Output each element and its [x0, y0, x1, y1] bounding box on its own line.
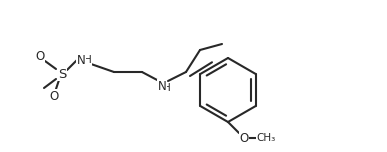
Text: S: S [58, 67, 66, 81]
Text: O: O [50, 90, 58, 102]
Text: CH₃: CH₃ [256, 133, 276, 143]
Text: H: H [84, 55, 92, 65]
Text: H: H [163, 83, 171, 93]
Text: N: N [77, 54, 86, 67]
Text: O: O [35, 50, 45, 62]
Text: N: N [158, 79, 166, 93]
Text: O: O [240, 131, 248, 145]
